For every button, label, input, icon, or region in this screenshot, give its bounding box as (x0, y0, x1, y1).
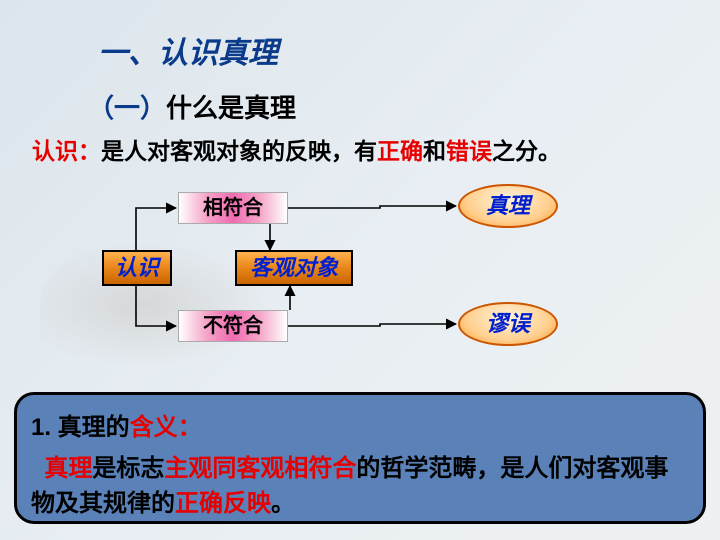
def-b3: 主观同客观相符合 (164, 455, 356, 482)
node-renshi: 认识 (102, 250, 172, 286)
def-b5: 正确反映 (175, 490, 271, 517)
def-b6: 。 (271, 490, 295, 517)
node-keguan: 客观对象 (235, 250, 353, 286)
flowchart: 相符合 不符合 认识 客观对象 真理 谬误 (80, 180, 640, 360)
node-zhenli: 真理 (458, 184, 558, 228)
intro-sentence: 认识：是人对客观对象的反映，有正确和错误之分。 (32, 132, 561, 166)
main-title: 一、认识真理 (98, 28, 278, 72)
definition-box: 1. 真理的含义： 真理是标志主观同客观相符合的哲学范畴，是人们对客观事物及其规… (14, 392, 706, 524)
subtitle-text: 什么是真理 (166, 93, 296, 123)
def-b2: 是标志 (92, 455, 164, 482)
intro-p4: 和 (423, 138, 446, 164)
def-b1: 真理 (44, 455, 92, 482)
def-h1: 1. 真理的 (31, 414, 130, 441)
def-h2: 含义 (130, 414, 178, 441)
node-nomatch: 不符合 (178, 310, 288, 342)
node-miuwu: 谬误 (458, 302, 558, 346)
intro-p1: 认识： (32, 138, 101, 164)
intro-p6: 之分。 (492, 138, 561, 164)
definition-body: 真理是标志主观同客观相符合的哲学范畴，是人们对客观事物及其规律的正确反映。 (31, 452, 689, 522)
intro-p5: 错误 (446, 138, 492, 164)
subtitle-paren: （一） (88, 93, 166, 123)
subtitle: （一）什么是真理 (88, 88, 296, 125)
intro-p3: 正确 (377, 138, 423, 164)
definition-heading: 1. 真理的含义： (31, 407, 689, 442)
intro-p2: 是人对客观对象的反映，有 (101, 138, 377, 164)
def-h3: ： (178, 414, 202, 441)
node-match: 相符合 (178, 192, 288, 224)
